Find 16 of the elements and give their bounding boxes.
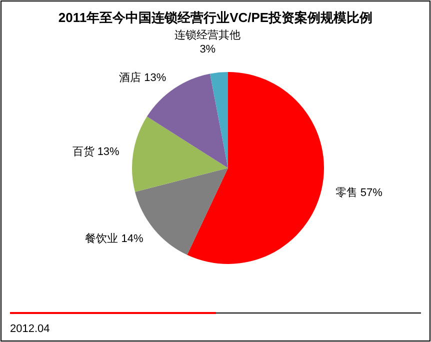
pie-slice xyxy=(187,72,324,264)
chart-title: 2011年至今中国连锁经营行业VC/PE投资案例规模比例 xyxy=(58,10,373,25)
data-label: 57% xyxy=(360,186,383,199)
pie-slice xyxy=(132,116,228,192)
pie-slice xyxy=(146,74,228,168)
data-label: 13% xyxy=(144,72,166,84)
text: 2012.04 xyxy=(10,323,50,335)
slice-label: 酒店 xyxy=(119,71,142,84)
slice-label: 连锁经营其他 xyxy=(174,28,241,42)
slice-label: 零售 xyxy=(335,186,358,199)
slice-label: 餐饮业 xyxy=(85,232,118,246)
data-label: 14% xyxy=(121,233,144,246)
pie-slice xyxy=(210,72,228,168)
data-label: 13% xyxy=(97,146,120,158)
data-label: 3% xyxy=(200,43,216,56)
slice-label: 百货 xyxy=(72,146,94,158)
